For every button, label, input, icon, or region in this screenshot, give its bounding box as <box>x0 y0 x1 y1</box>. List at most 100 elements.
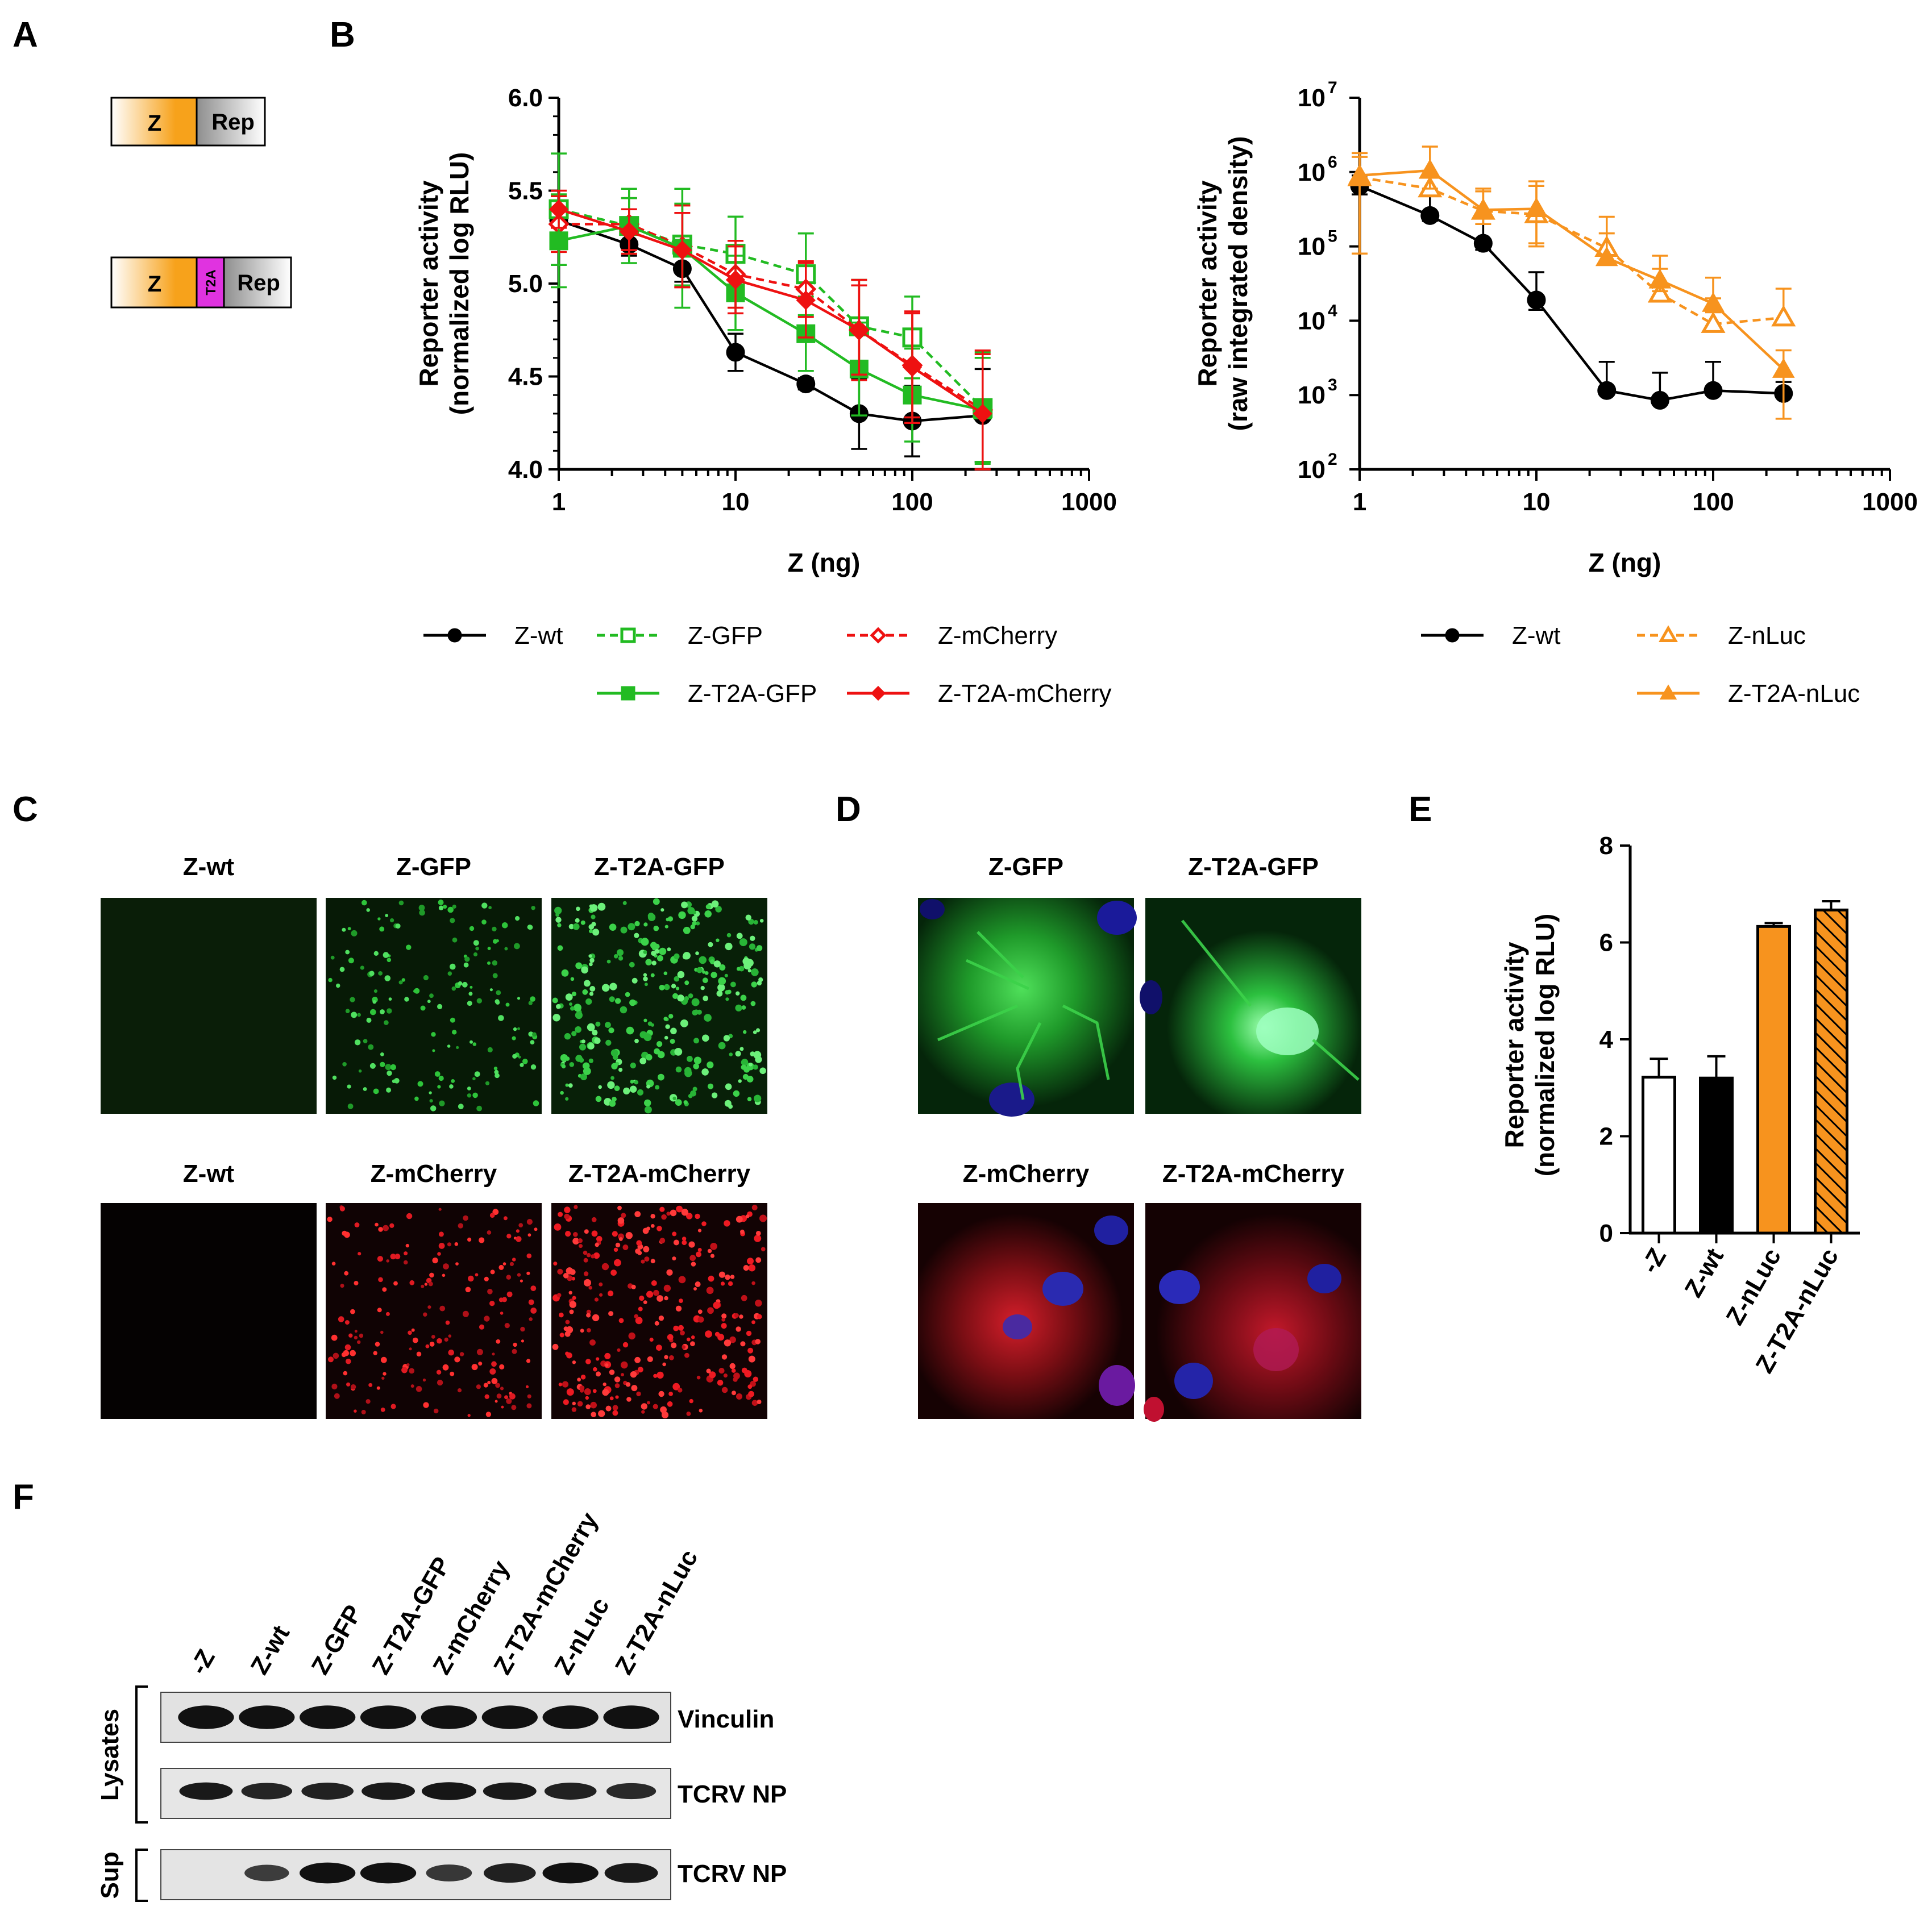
cell-dot <box>563 1399 569 1405</box>
cell-dot <box>742 1073 749 1080</box>
b1-y-tick-label-4-5: 4.5 <box>508 363 543 391</box>
c-image-z-t2a-gfp <box>551 898 767 1114</box>
cell-dot <box>496 1393 502 1399</box>
e-x-tick-label-z-nluc: Z-nLuc <box>1721 1244 1786 1330</box>
cell-dot <box>704 910 712 918</box>
cell-dot <box>601 1263 609 1271</box>
cell-dot <box>677 971 685 979</box>
cell-dot <box>641 1410 645 1414</box>
cell-dot <box>422 1378 426 1382</box>
cell-dot <box>593 1252 600 1259</box>
cell-dot <box>751 1400 758 1406</box>
cell-dot <box>410 1384 414 1388</box>
cell-dot <box>487 1289 493 1294</box>
cell-dot <box>618 1318 624 1323</box>
cell-dot <box>347 927 351 931</box>
cell-dot <box>565 993 573 1001</box>
cell-dot <box>380 1009 385 1014</box>
cell-dot <box>675 986 680 990</box>
cell-dot <box>645 959 652 965</box>
cell-dot <box>476 1348 483 1355</box>
cell-dot <box>427 1305 431 1309</box>
cell-dot <box>423 1312 427 1317</box>
cell-dot <box>736 991 740 996</box>
cell-dot <box>620 1006 628 1014</box>
legend-label-z-t2a-gfp: Z-T2A-GFP <box>688 680 817 707</box>
band-sup-np-z-mcherry <box>426 1864 472 1881</box>
band-vinculin-z-t2a-nluc <box>603 1705 659 1729</box>
cell-dot <box>725 942 733 951</box>
cell-dot <box>601 984 610 992</box>
cell-dot <box>680 1019 688 1027</box>
cell-dot <box>704 971 709 975</box>
cell-dot <box>561 969 569 977</box>
b2-y-tick-label-1e2: 10 <box>1298 456 1326 484</box>
cell-dot <box>571 1407 577 1412</box>
cell-dot <box>721 1313 727 1319</box>
cell-dot <box>530 1040 535 1044</box>
b2-point <box>1650 390 1669 410</box>
cell-dot <box>609 996 615 1002</box>
cell-dot <box>583 1250 588 1255</box>
cell-dot <box>411 1328 415 1332</box>
cell-dot <box>408 1330 412 1335</box>
cell-dot <box>689 1255 696 1262</box>
cell-dot <box>373 1088 379 1094</box>
cell-dot <box>487 1047 493 1052</box>
cell-dot <box>387 1008 392 1014</box>
cell-dot <box>661 1411 669 1419</box>
cell-dot <box>420 1005 426 1011</box>
cell-dot <box>621 1213 626 1218</box>
bracket-sup <box>135 1849 148 1902</box>
cell-dot <box>331 1334 338 1341</box>
cell-dot <box>525 1385 529 1388</box>
b2-y-tick-label-1e5: 10 <box>1298 233 1326 261</box>
cell-dot <box>592 1030 598 1036</box>
cell-dot <box>684 1352 689 1358</box>
cell-dot <box>747 969 751 973</box>
cell-dot <box>351 1011 358 1018</box>
cell-dot <box>649 1337 654 1342</box>
cell-dot <box>658 1073 664 1081</box>
cell-dot <box>696 1009 702 1015</box>
cell-dot <box>686 1213 693 1219</box>
cell-dot <box>596 1357 600 1361</box>
cell-dot <box>450 1371 455 1376</box>
band-vinculin-z-mcherry <box>421 1705 477 1729</box>
cell-dot <box>568 1083 573 1088</box>
cell-dot <box>585 998 592 1005</box>
cell-dot <box>458 981 463 986</box>
cell-dot <box>495 1400 498 1403</box>
cell-dot <box>612 1231 618 1237</box>
cell-dot <box>595 1021 601 1027</box>
cell-dot <box>556 1293 562 1298</box>
cell-dot <box>506 1275 512 1280</box>
cell-dot <box>667 947 671 951</box>
e-y-tick-label-0: 0 <box>1599 1219 1613 1247</box>
cell-dot <box>647 1021 653 1026</box>
cell-dot <box>647 1356 653 1362</box>
lane-label-z-gfp: Z-GFP <box>306 1600 367 1679</box>
cell-dot <box>596 1371 601 1377</box>
cell-dot <box>327 1217 333 1222</box>
band-lysate-np-z-mcherry <box>421 1782 476 1800</box>
cell-dot <box>530 1308 537 1314</box>
cell-dot <box>625 1382 631 1387</box>
d-title-z-gfp: Z-GFP <box>988 853 1063 881</box>
cell-dot <box>688 1241 695 1248</box>
panel-letter-b: B <box>330 15 355 55</box>
d-image-z-t2a-gfp <box>1145 898 1361 1114</box>
cell-dot <box>475 946 479 951</box>
cell-dot <box>448 1349 454 1356</box>
cell-dot <box>471 1364 478 1371</box>
cell-dot <box>503 1216 508 1221</box>
cell-dot <box>521 1339 525 1343</box>
cell-dot <box>681 901 688 909</box>
cell-dot <box>577 1377 581 1382</box>
cell-dot <box>608 1291 614 1297</box>
cell-dot <box>575 918 580 923</box>
cell-dot <box>437 1379 443 1386</box>
cell-dot <box>568 923 575 930</box>
cell-dot <box>725 990 730 995</box>
band-lysate-np-z-t2a-mcherry <box>483 1782 537 1800</box>
